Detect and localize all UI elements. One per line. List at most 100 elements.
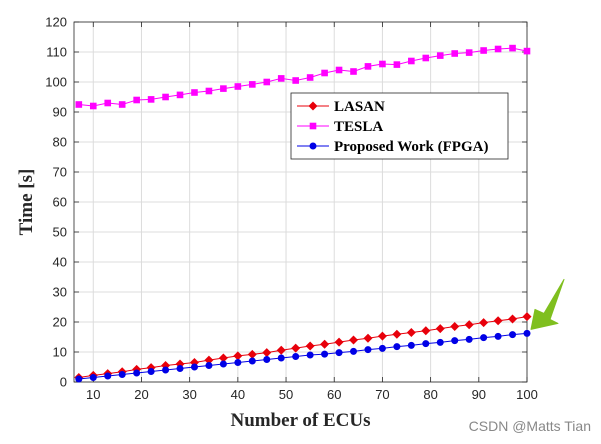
y-tick-label: 70 xyxy=(53,165,67,180)
data-point-proposed-work-fpga xyxy=(133,369,141,377)
data-point-lasan xyxy=(392,329,402,339)
y-tick-label: 90 xyxy=(53,105,67,120)
x-tick-label: 10 xyxy=(86,387,100,402)
x-tick-label: 20 xyxy=(134,387,148,402)
data-point-proposed-work-fpga xyxy=(393,343,401,351)
legend: LASAN TESLA Proposed Work (FPGA) xyxy=(290,92,509,160)
y-tick-label: 110 xyxy=(46,45,67,60)
data-point-tesla xyxy=(480,47,487,54)
data-point-tesla xyxy=(191,89,198,96)
data-point-tesla xyxy=(176,91,184,99)
data-point-proposed-work-fpga xyxy=(422,340,430,348)
data-point-proposed-work-fpga xyxy=(335,349,343,357)
data-point-lasan xyxy=(334,337,344,347)
data-point-tesla xyxy=(335,66,343,74)
data-point-proposed-work-fpga xyxy=(162,366,170,374)
data-point-tesla xyxy=(364,63,372,70)
data-point-tesla xyxy=(451,50,459,57)
data-point-proposed-work-fpga xyxy=(465,335,473,343)
data-point-tesla xyxy=(277,75,285,82)
highlight-arrow-icon xyxy=(530,278,565,330)
y-tick-label: 40 xyxy=(53,255,67,270)
data-point-tesla xyxy=(321,69,328,77)
data-point-tesla xyxy=(89,102,97,110)
data-point-tesla xyxy=(263,78,271,86)
data-point-proposed-work-fpga xyxy=(451,337,459,345)
x-axis-title: Number of ECUs xyxy=(230,410,370,431)
x-axis-ticks: 10 20 30 40 50 60 70 80 90 100 xyxy=(86,22,538,402)
data-point-lasan xyxy=(349,335,359,345)
data-point-proposed-work-fpga xyxy=(480,334,488,342)
x-tick-label: 30 xyxy=(182,387,196,402)
data-point-lasan xyxy=(291,343,301,353)
data-point-tesla xyxy=(509,44,516,52)
data-point-proposed-work-fpga xyxy=(277,354,285,362)
data-point-proposed-work-fpga xyxy=(190,363,198,371)
data-point-tesla xyxy=(306,74,314,81)
data-point-proposed-work-fpga xyxy=(292,353,300,360)
legend-label: TESLA xyxy=(334,119,383,135)
data-point-tesla xyxy=(465,49,473,56)
y-tick-label: 120 xyxy=(45,15,67,30)
data-point-proposed-work-fpga xyxy=(494,332,502,340)
data-point-lasan xyxy=(377,331,387,341)
data-point-tesla xyxy=(422,54,430,62)
data-point-tesla xyxy=(234,83,242,90)
data-point-tesla xyxy=(249,81,256,88)
y-tick-label: 50 xyxy=(53,225,67,240)
data-point-tesla xyxy=(379,60,386,68)
x-tick-label: 60 xyxy=(327,387,341,402)
data-point-tesla xyxy=(147,96,155,103)
data-point-tesla xyxy=(292,77,299,84)
x-tick-label: 100 xyxy=(516,387,538,402)
data-point-proposed-work-fpga xyxy=(263,356,271,363)
data-point-proposed-work-fpga xyxy=(89,374,97,381)
data-point-lasan xyxy=(479,318,489,328)
data-point-lasan xyxy=(522,312,532,322)
data-point-tesla xyxy=(205,87,213,95)
data-point-proposed-work-fpga xyxy=(523,329,531,337)
legend-label: Proposed Work (FPGA) xyxy=(334,139,488,155)
y-tick-label: 20 xyxy=(53,315,67,330)
data-point-proposed-work-fpga xyxy=(205,362,213,369)
data-point-proposed-work-fpga xyxy=(147,368,155,375)
watermark-text: CSDN @Matts Tian xyxy=(469,418,591,434)
y-tick-label: 10 xyxy=(53,345,67,360)
data-point-lasan xyxy=(450,321,460,332)
data-point-lasan xyxy=(320,339,330,349)
data-point-proposed-work-fpga xyxy=(234,359,242,366)
data-point-proposed-work-fpga xyxy=(219,360,227,368)
y-tick-label: 100 xyxy=(45,75,67,90)
data-point-tesla xyxy=(350,68,357,75)
y-tick-label: 30 xyxy=(53,285,67,300)
data-point-tesla xyxy=(523,47,531,55)
legend-label: LASAN xyxy=(334,99,385,115)
data-point-lasan xyxy=(435,324,445,334)
data-point-proposed-work-fpga xyxy=(118,371,126,378)
data-point-tesla xyxy=(408,57,415,65)
y-axis-ticks: 0 10 20 30 40 50 60 70 80 90 100 110 120 xyxy=(45,15,527,390)
x-tick-label: 50 xyxy=(279,387,293,402)
data-point-tesla xyxy=(75,101,83,108)
data-point-proposed-work-fpga xyxy=(436,338,444,346)
data-point-tesla xyxy=(104,99,112,107)
data-point-lasan xyxy=(406,327,416,338)
data-point-proposed-work-fpga xyxy=(306,351,314,359)
x-tick-label: 70 xyxy=(375,387,389,402)
data-point-lasan xyxy=(276,345,286,355)
data-point-proposed-work-fpga xyxy=(378,344,386,352)
data-point-tesla xyxy=(494,45,502,53)
data-point-proposed-work-fpga xyxy=(176,365,184,372)
data-point-proposed-work-fpga xyxy=(509,331,517,339)
data-point-tesla xyxy=(220,85,227,92)
data-point-lasan xyxy=(508,314,518,324)
data-point-lasan xyxy=(421,326,431,336)
data-point-proposed-work-fpga xyxy=(104,372,112,380)
series-tesla xyxy=(75,44,531,110)
x-tick-label: 90 xyxy=(472,387,486,402)
data-point-tesla xyxy=(393,61,401,68)
data-point-proposed-work-fpga xyxy=(350,347,358,355)
data-point-tesla xyxy=(162,93,169,101)
x-tick-label: 80 xyxy=(423,387,437,402)
